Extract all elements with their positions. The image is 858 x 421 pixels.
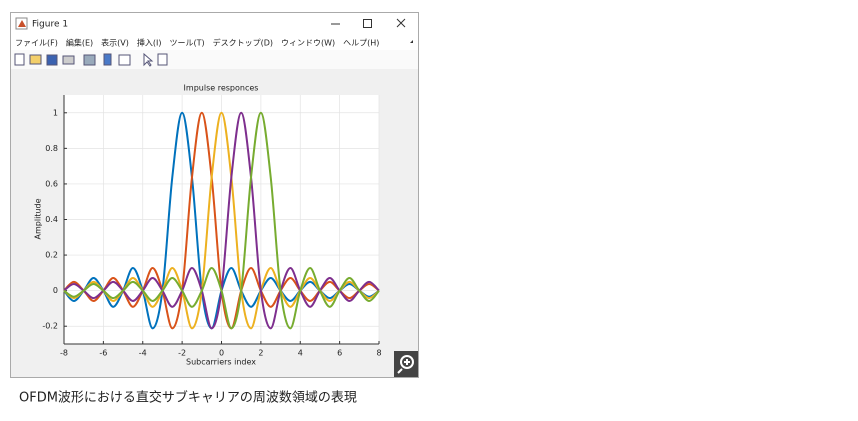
menu-item[interactable]: ファイル(F) <box>15 39 58 48</box>
menu-item[interactable]: 表示(V) <box>101 38 129 48</box>
x-tick-label: 2 <box>258 349 263 358</box>
save-icon[interactable] <box>46 54 58 66</box>
dock-arrow[interactable] <box>410 40 413 43</box>
axes: Impulse responces Subcarriers index Ampl… <box>34 84 382 367</box>
x-tick-label: -4 <box>139 349 147 358</box>
menu-bar <box>11 35 418 50</box>
y-tick-label: 0.2 <box>45 251 58 260</box>
menu-item[interactable]: デスクトップ(D) <box>213 38 273 48</box>
new-icon[interactable] <box>14 53 25 66</box>
caption: OFDM波形における直交サブキャリアの周波数領域の表現 <box>19 390 357 406</box>
open-icon[interactable] <box>29 54 42 65</box>
x-axis-label: Subcarriers index <box>186 358 256 367</box>
menu-item[interactable]: 編集(E) <box>66 38 93 48</box>
x-tick-label: 8 <box>376 349 381 358</box>
x-tick-label: 0 <box>219 349 224 358</box>
pointer-icon[interactable] <box>143 52 154 67</box>
series-line <box>63 111 380 330</box>
close-button[interactable] <box>396 18 406 28</box>
series-line <box>63 111 380 330</box>
x-tick-label: -2 <box>178 349 186 358</box>
y-tick-label: 1 <box>53 108 58 117</box>
title-bar <box>11 13 418 35</box>
x-tick-label: -8 <box>60 349 68 358</box>
y-tick-label: 0.6 <box>45 179 58 188</box>
menu-item[interactable]: ヘルプ(H) <box>343 39 379 48</box>
series-line <box>63 111 380 330</box>
series-line <box>63 111 380 330</box>
y-tick-label: -0.2 <box>42 322 58 331</box>
chart-title: Impulse responces <box>184 84 259 93</box>
property-icon[interactable] <box>157 53 168 66</box>
x-tick-label: -6 <box>99 349 107 358</box>
toolbar-icons <box>14 52 168 67</box>
menu-item[interactable]: ウィンドウ(W) <box>281 39 335 48</box>
x-tick-label: 4 <box>298 349 303 358</box>
x-tick-label: 6 <box>337 349 342 358</box>
link-icon[interactable] <box>83 54 96 66</box>
print-icon[interactable] <box>62 55 75 65</box>
window-title: Figure 1 <box>32 20 68 30</box>
legend-icon[interactable] <box>118 54 131 66</box>
zoom-glyph-handle <box>397 359 410 374</box>
menu-item[interactable]: 挿入(I) <box>137 38 162 48</box>
zoom-glyph <box>400 355 414 369</box>
app-icon-glyph <box>18 20 26 27</box>
colorbar-icon[interactable] <box>103 53 112 66</box>
y-axis-label: Amplitude <box>34 198 43 239</box>
toolbar <box>11 50 418 69</box>
menu-item[interactable]: ツール(T) <box>169 39 204 48</box>
maximize-button[interactable] <box>363 19 372 28</box>
y-tick-label: 0.8 <box>45 144 58 153</box>
y-tick-label: 0 <box>53 286 58 295</box>
series-line <box>63 111 380 330</box>
y-tick-label: 0.4 <box>45 215 58 224</box>
menu: ファイル(F) 編集(E) 表示(V) 挿入(I) ツール(T) デスクトップ(D) ウィン… <box>15 38 379 48</box>
